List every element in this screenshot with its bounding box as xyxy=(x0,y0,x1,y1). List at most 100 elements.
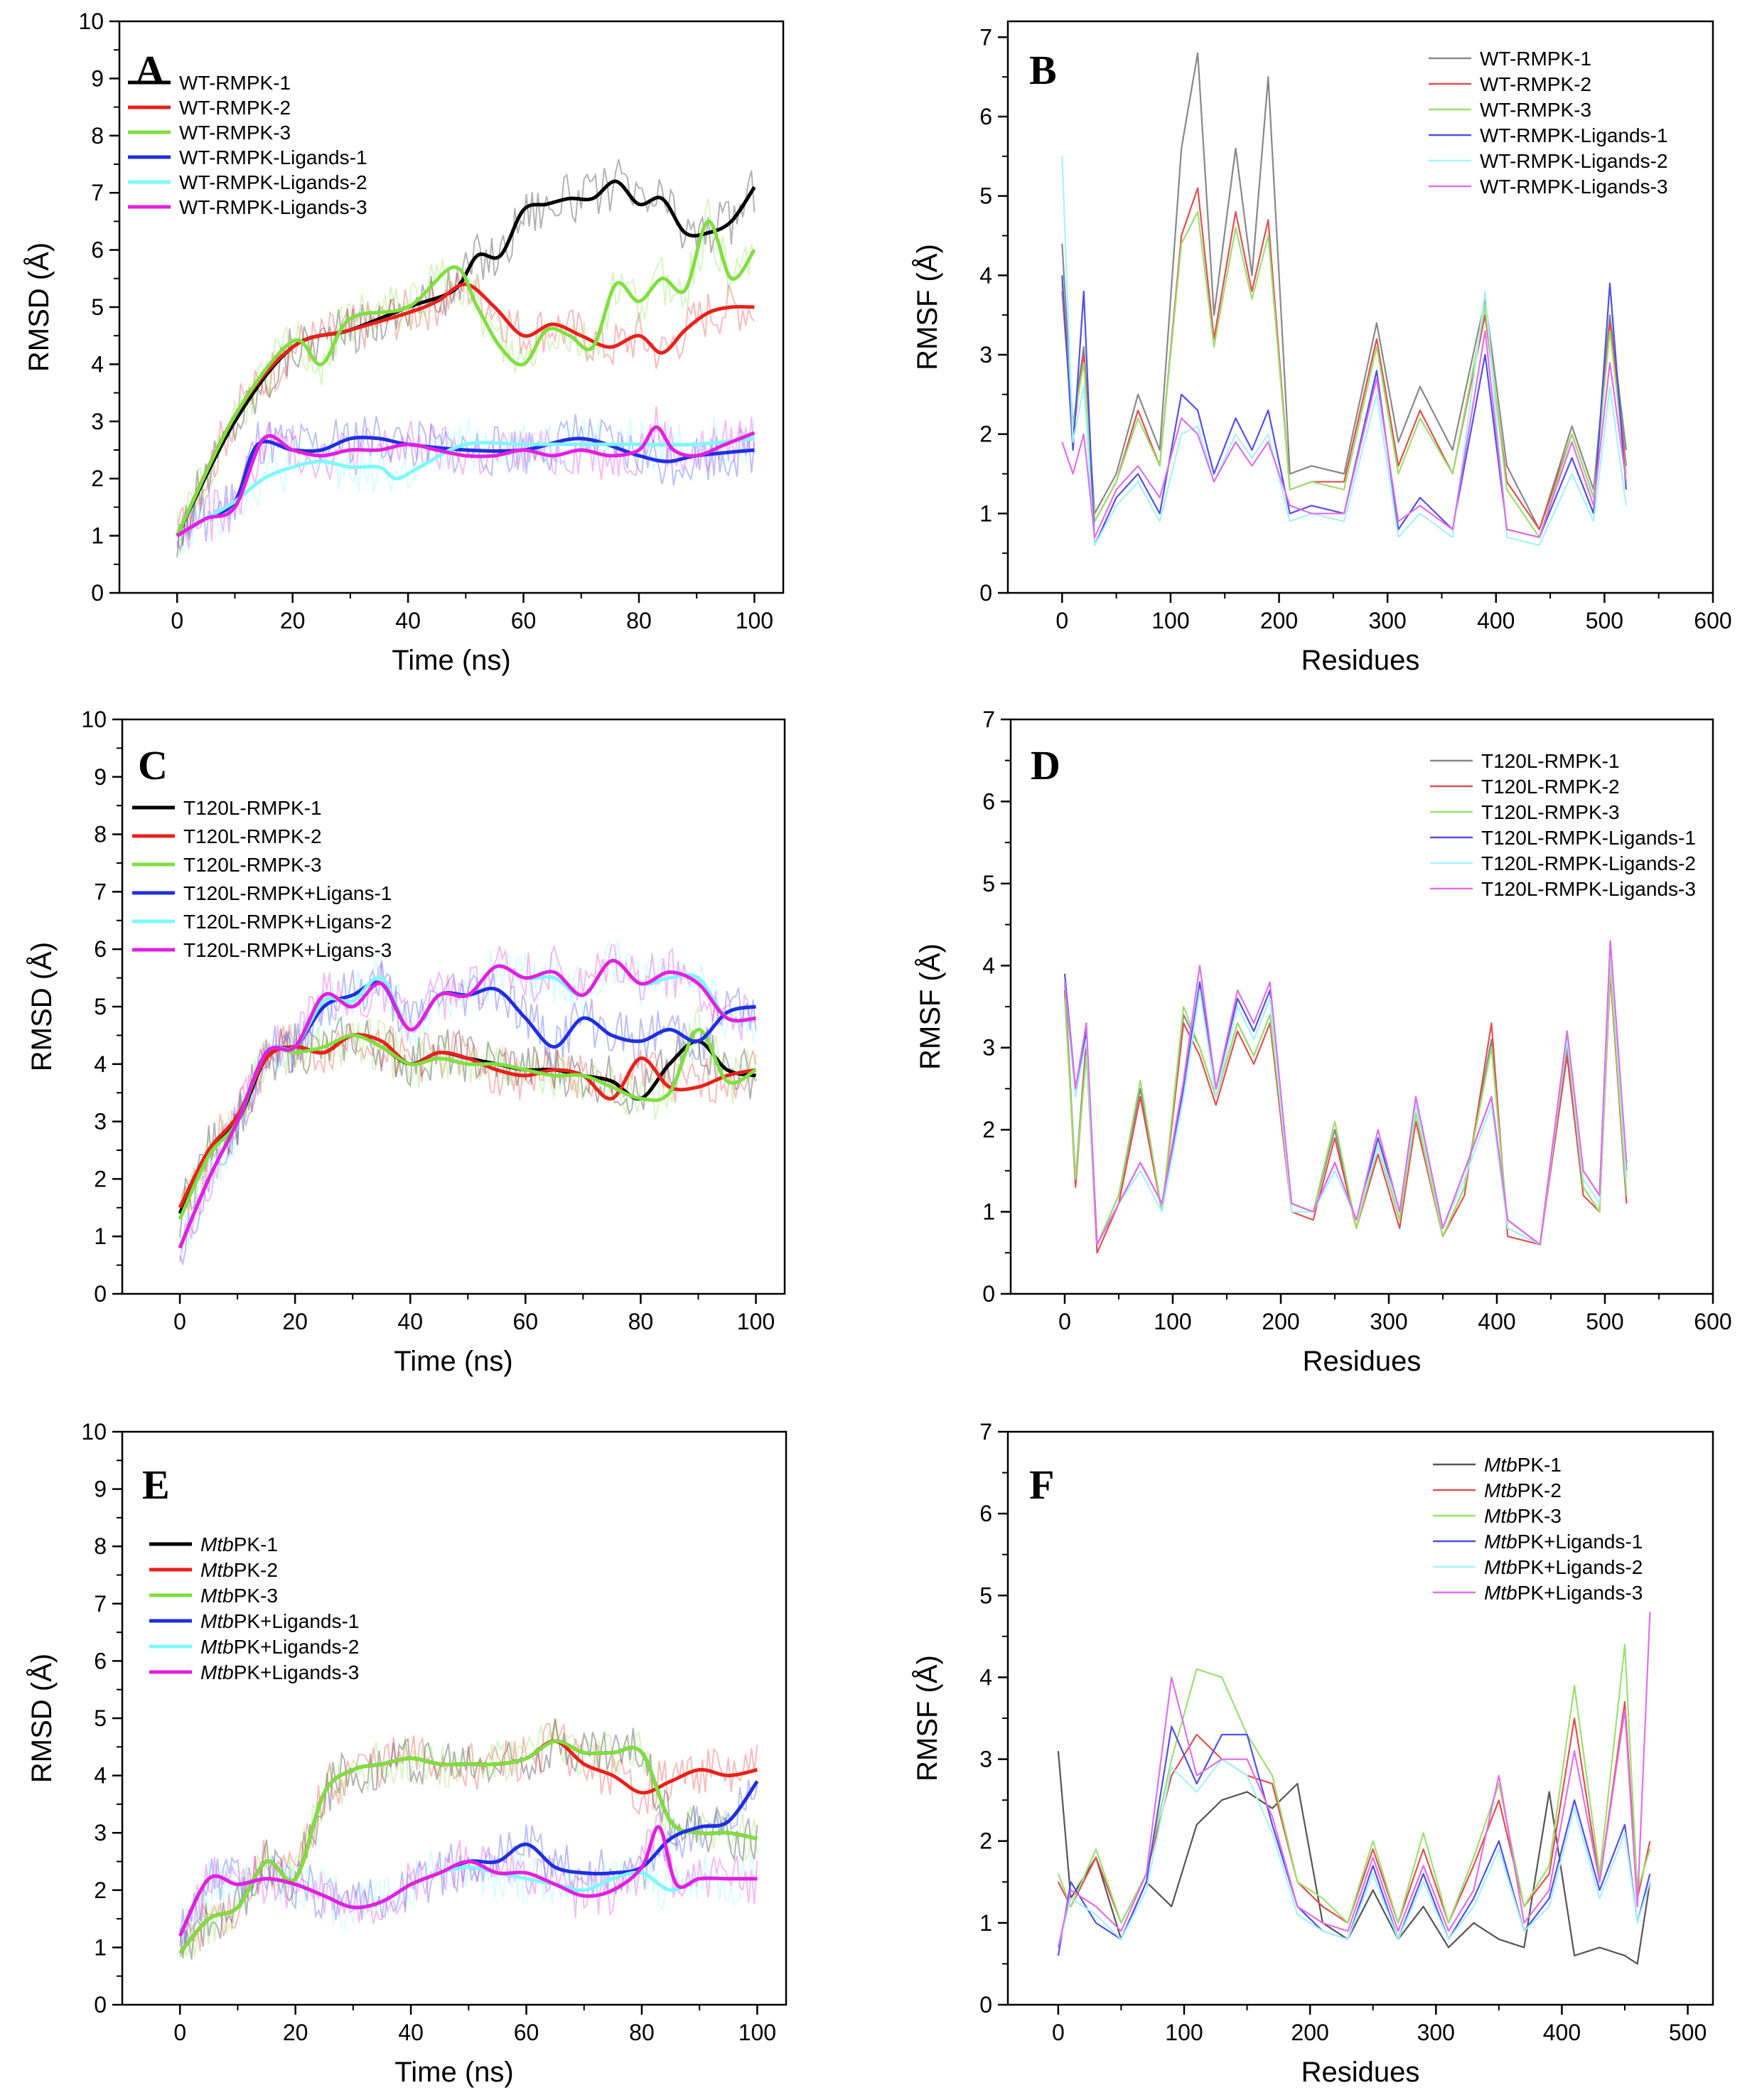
legend-label: MtbPK-1 xyxy=(1484,1454,1562,1476)
y-tick-label: 4 xyxy=(94,1051,107,1077)
legend-label: T120L-RMPK-3 xyxy=(183,854,322,876)
y-tick-label: 10 xyxy=(81,707,107,732)
y-tick-label: 5 xyxy=(94,994,107,1019)
panel-a: 0 20 40 60 80 100 0 1 2 3 4 5 6 7 8 9 10 Time (ns) RMSD (Å… xyxy=(23,9,785,676)
x-tick-label: 200 xyxy=(1262,1309,1299,1334)
y-tick-label: 3 xyxy=(94,1820,107,1845)
series-line xyxy=(178,1033,757,1214)
x-tick-label: 200 xyxy=(1291,2020,1328,2045)
y-axis-label: RMSD (Å) xyxy=(26,942,58,1071)
plot-frame xyxy=(1006,20,1714,594)
panel-letter: A xyxy=(135,47,165,93)
panel-letter: E xyxy=(142,1462,170,1508)
panel-f: 0 100 200 300 400 500 0 1 2 3 4 5 6 7 Residues RMSF (Å)… xyxy=(911,1419,1714,2088)
y-tick-label: 2 xyxy=(94,1166,107,1191)
y-tick-label: 0 xyxy=(979,580,992,606)
x-axis-label: Residues xyxy=(1301,2057,1420,2088)
legend-label: T120L-RMPK-2 xyxy=(1481,776,1620,798)
legend-label: T120L-RMPK-1 xyxy=(183,797,322,819)
y-tick-label: 1 xyxy=(979,500,992,526)
panel-letter: B xyxy=(1029,47,1057,93)
y-tick-label: 8 xyxy=(94,1533,107,1559)
legend: WT-RMPK-1 WT-RMPK-2 WT-RMPK-3 WT-RMPK-Ligan… xyxy=(1429,48,1668,198)
x-tick-label: 100 xyxy=(1154,1309,1191,1334)
x-tick-label: 20 xyxy=(283,2020,308,2045)
legend-label: WT-RMPK-Ligands-2 xyxy=(179,171,367,193)
legend-label: WT-RMPK-Ligands-1 xyxy=(179,146,367,168)
y-tick-label: 10 xyxy=(78,9,104,34)
series-line xyxy=(178,1825,758,1937)
y-tick-label: 1 xyxy=(94,1934,107,1960)
y-tick-label: 7 xyxy=(979,1419,992,1445)
raw-trace xyxy=(179,1015,757,1238)
legend-label: MtbPK+Ligands-3 xyxy=(1484,1582,1643,1604)
y-tick-label: 7 xyxy=(982,707,995,732)
y-tick-label: 6 xyxy=(979,104,992,129)
x-tick-label: 100 xyxy=(736,608,773,633)
x-tick-label: 500 xyxy=(1586,608,1623,633)
x-axis-label: Time (ns) xyxy=(394,1346,512,1377)
y-tick-label: 7 xyxy=(94,1591,107,1617)
y-tick-label: 7 xyxy=(91,180,104,205)
y-axis-label: RMSF (Å) xyxy=(911,244,943,370)
y-tick-label: 5 xyxy=(979,183,992,209)
y-tick-label: 10 xyxy=(81,1419,107,1445)
legend-label: MtbPK+Ligands-2 xyxy=(200,1636,359,1658)
x-tick-label: 500 xyxy=(1669,2020,1707,2045)
legend-label: MtbPK+Ligands-2 xyxy=(1484,1556,1643,1578)
panel-e: 0 20 40 60 80 100 0 1 2 3 4 5 6 7 8 9 10 Time (ns) RMSD (Å… xyxy=(26,1419,788,2088)
y-tick-label: 1 xyxy=(91,523,104,549)
legend: T120L-RMPK-1 T120L-RMPK-2 T120L-RMPK-3 T120… xyxy=(132,797,392,961)
legend-label: WT-RMPK-Ligands-3 xyxy=(1480,176,1668,198)
legend-label: WT-RMPK-Ligands-2 xyxy=(1480,150,1668,172)
series-line xyxy=(1063,940,1628,1245)
y-tick-label: 3 xyxy=(982,1035,995,1061)
x-tick-label: 100 xyxy=(1165,2020,1203,2045)
x-tick-label: 0 xyxy=(1058,1309,1071,1334)
x-tick-label: 0 xyxy=(1052,2020,1065,2045)
y-tick-label: 3 xyxy=(979,1747,992,1772)
legend-label: MtbPK-1 xyxy=(200,1533,278,1555)
y-tick-label: 3 xyxy=(979,342,992,368)
legend-label: T120L-RMPK+Ligans-3 xyxy=(183,939,392,961)
panel-letter: F xyxy=(1029,1462,1054,1508)
y-tick-label: 5 xyxy=(979,1582,992,1608)
y-tick-label: 9 xyxy=(91,65,104,91)
series-line xyxy=(1057,1612,1651,1948)
y-tick-label: 1 xyxy=(94,1223,107,1249)
raw-trace xyxy=(179,943,757,1263)
y-tick-label: 3 xyxy=(91,409,104,434)
y-axis-label: RMSD (Å) xyxy=(23,242,55,372)
series-line xyxy=(176,436,755,537)
legend-label: MtbPK+Ligands-3 xyxy=(200,1661,359,1683)
y-tick-label: 2 xyxy=(91,466,104,491)
legend-label: MtbPK+Ligands-1 xyxy=(1484,1531,1643,1553)
x-tick-label: 200 xyxy=(1260,608,1298,633)
series-line xyxy=(1063,965,1628,1245)
y-tick-label: 2 xyxy=(94,1877,107,1903)
legend-label: T120L-RMPK+Ligans-1 xyxy=(183,882,392,904)
panel-d: 0 100 200 300 400 500 600 0 1 2 3 4 5 6 7 Residues RMSF … xyxy=(914,707,1732,1377)
x-tick-label: 600 xyxy=(1694,608,1731,633)
y-tick-label: 4 xyxy=(982,953,995,978)
x-tick-label: 40 xyxy=(395,608,421,633)
legend-label: MtbPK-2 xyxy=(1484,1479,1562,1501)
legend-label: T120L-RMPK-3 xyxy=(1481,801,1620,823)
y-tick-label: 2 xyxy=(979,422,992,447)
series-line xyxy=(178,958,756,1249)
y-axis-label: RMSF (Å) xyxy=(911,1655,943,1782)
series-line xyxy=(1061,210,1627,538)
y-tick-label: 7 xyxy=(979,24,992,50)
raw-trace xyxy=(176,268,756,537)
y-tick-label: 5 xyxy=(982,871,995,896)
series-line xyxy=(178,958,756,1249)
x-axis-label: Time (ns) xyxy=(392,645,510,676)
series-line xyxy=(175,282,755,537)
legend-label: WT-RMPK-1 xyxy=(179,72,291,94)
y-tick-label: 6 xyxy=(979,1501,992,1526)
x-tick-label: 300 xyxy=(1417,2020,1455,2045)
x-tick-label: 60 xyxy=(514,2020,539,2045)
panel-letter: D xyxy=(1031,742,1060,788)
raw-trace xyxy=(176,414,756,552)
legend-label: WT-RMPK-2 xyxy=(1480,73,1591,95)
